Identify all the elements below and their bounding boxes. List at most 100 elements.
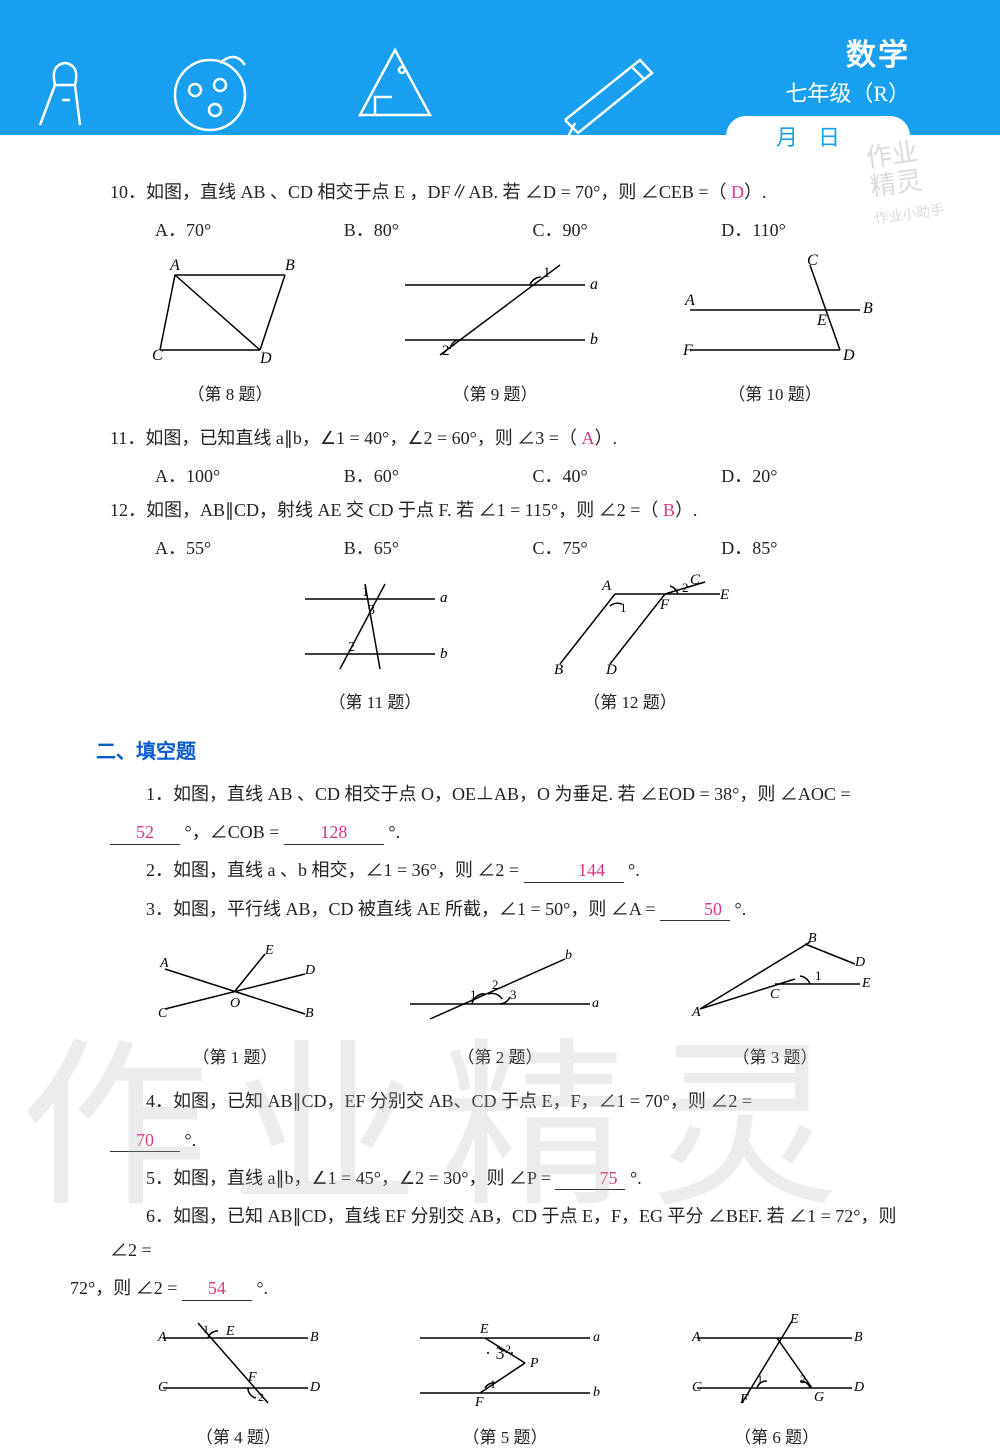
q10-text: 如图，直线 AB 、CD 相交于点 E ，DF∥AB. 若 ∠D = 70°，则…: [146, 182, 727, 202]
figure-f6: A B C D E F G 1 2 （第 6 题）: [682, 1313, 872, 1453]
svg-text:E: E: [264, 943, 274, 958]
svg-text:F: F: [474, 1395, 484, 1410]
svg-text:C: C: [690, 572, 701, 588]
fill-q1-line2: 52 °，∠COB = 128 °.: [110, 815, 910, 849]
q10-optC: C．90°: [533, 213, 722, 247]
figure-row-3: A B C D E O （第 1 题） a b 1: [110, 934, 910, 1074]
fq6-t2: °.: [256, 1278, 268, 1298]
q12-optC: C．75°: [533, 531, 722, 565]
figure-f3: A B C D E 1 （第 3 题）: [680, 934, 870, 1074]
fq3-t1: 如图，平行线 AB，CD 被直线 AE 所截，∠1 = 50°，则 ∠A =: [173, 899, 656, 919]
svg-text:C: C: [158, 1380, 168, 1395]
figure-f2: a b 1 2 3 （第 2 题）: [400, 939, 600, 1074]
fq6-a1: 54: [182, 1278, 252, 1301]
svg-text:A: A: [684, 292, 695, 309]
fq2-a1: 144: [524, 860, 624, 883]
fq5-t2: °.: [630, 1168, 642, 1188]
svg-text:1: 1: [490, 1377, 496, 1391]
svg-text:E: E: [816, 312, 827, 329]
page-content: 10．如图，直线 AB 、CD 相交于点 E ，DF∥AB. 若 ∠D = 70…: [0, 135, 1000, 1454]
fq1-num: 1．: [146, 784, 173, 804]
fig10-caption: （第 10 题）: [675, 379, 875, 411]
svg-text:b: b: [593, 1385, 600, 1400]
fill-q5: 5．如图，直线 a∥b，∠1 = 45°，∠2 = 30°，则 ∠P = 75 …: [110, 1161, 910, 1195]
svg-text:1: 1: [362, 585, 369, 600]
svg-text:2: 2: [348, 640, 355, 655]
svg-text:a: a: [440, 590, 448, 606]
svg-text:B: B: [285, 257, 295, 274]
svg-text:2: 2: [492, 977, 499, 992]
q11-optA: A．100°: [155, 459, 344, 493]
fq2-t1: 如图，直线 a 、b 相交，∠1 = 36°，则 ∠2 =: [173, 860, 519, 880]
day-label: 日: [818, 125, 860, 150]
q12-optA: A．55°: [155, 531, 344, 565]
q10-optA: A．70°: [155, 213, 344, 247]
svg-text:2: 2: [800, 1372, 806, 1386]
svg-text:3: 3: [510, 987, 517, 1002]
fig8-caption: （第 8 题）: [145, 379, 315, 411]
svg-text:C: C: [770, 987, 780, 1002]
figure-row-4: A B C D E F 1 2 （第 4 题）: [110, 1313, 910, 1453]
q11-end: ）.: [594, 428, 617, 448]
fq2-t2: °.: [628, 860, 640, 880]
fq6-num: 6．: [146, 1206, 173, 1226]
fq2-num: 2．: [146, 860, 173, 880]
header-decorations: [20, 15, 720, 135]
svg-text:1: 1: [757, 1372, 763, 1386]
fq3-num: 3．: [146, 899, 173, 919]
svg-text:C: C: [692, 1380, 702, 1395]
svg-text:E: E: [479, 1322, 489, 1337]
svg-text:E: E: [789, 1312, 799, 1327]
q10-text-end: ）.: [744, 182, 767, 202]
fq1-a2: 128: [284, 822, 384, 845]
figf1-caption: （第 1 题）: [150, 1042, 320, 1074]
svg-text:D: D: [842, 347, 855, 364]
fq1-t1: 如图，直线 AB 、CD 相交于点 O，OE⊥AB，O 为垂足. 若 ∠EOD …: [173, 784, 851, 804]
figf4-caption: （第 4 题）: [148, 1422, 328, 1454]
figf2-caption: （第 2 题）: [400, 1042, 600, 1074]
fq4-a1: 70: [110, 1130, 180, 1153]
svg-text:a: a: [592, 996, 599, 1011]
figure-row-1: A B C D （第 8 题） a b 1 2 （第 9: [110, 255, 910, 410]
svg-text:A: A: [169, 257, 180, 274]
q11-optD: D．20°: [721, 459, 910, 493]
page-number: · 3 ·: [0, 1343, 1000, 1364]
figure-f4: A B C D E F 1 2 （第 4 题）: [148, 1313, 328, 1453]
fq4-t2: °.: [185, 1130, 197, 1150]
q12-optB: B．65°: [344, 531, 533, 565]
q11-options: A．100° B．60° C．40° D．20°: [155, 459, 910, 493]
figure-10: A B C D E F （第 10 题）: [675, 255, 875, 410]
q11-answer: A: [581, 428, 594, 448]
q10-options: A．70° B．80° C．90° D．110°: [155, 213, 910, 247]
q11-optC: C．40°: [533, 459, 722, 493]
svg-text:E: E: [861, 976, 871, 991]
grade-label: 七年级（R）: [726, 76, 910, 108]
fill-q6-line2: 72°，则 ∠2 = 54 °.: [70, 1271, 910, 1305]
figf3-caption: （第 3 题）: [680, 1042, 870, 1074]
svg-text:2: 2: [442, 343, 450, 359]
q12-optD: D．85°: [721, 531, 910, 565]
svg-text:b: b: [440, 646, 448, 662]
svg-text:O: O: [230, 996, 240, 1011]
fill-q4-line2: 70 °.: [110, 1123, 910, 1157]
figure-9: a b 1 2 （第 9 题）: [385, 255, 605, 410]
fq5-a1: 75: [555, 1168, 625, 1191]
svg-text:F: F: [659, 597, 670, 613]
month-label: 月: [776, 125, 818, 150]
fill-q6: 6．如图，已知 AB∥CD，直线 EF 分别交 AB，CD 于点 E，F，EG …: [110, 1199, 910, 1267]
svg-text:1: 1: [203, 1322, 209, 1336]
svg-text:1: 1: [543, 265, 551, 281]
watermark-corner: 作业精灵作业小助手: [864, 136, 945, 231]
svg-text:E: E: [719, 587, 729, 603]
q12-end: ）.: [675, 500, 698, 520]
q10-num: 10．: [110, 182, 146, 202]
fq3-a1: 50: [660, 899, 730, 922]
svg-text:B: B: [305, 1006, 314, 1021]
fig9-caption: （第 9 题）: [385, 379, 605, 411]
fq4-num: 4．: [146, 1091, 173, 1111]
fill-q1: 1．如图，直线 AB 、CD 相交于点 O，OE⊥AB，O 为垂足. 若 ∠EO…: [110, 777, 910, 811]
fq5-t1: 如图，直线 a∥b，∠1 = 45°，∠2 = 30°，则 ∠P =: [173, 1168, 551, 1188]
svg-text:1: 1: [620, 600, 627, 615]
svg-text:2: 2: [258, 1390, 264, 1404]
svg-text:F: F: [682, 342, 693, 359]
